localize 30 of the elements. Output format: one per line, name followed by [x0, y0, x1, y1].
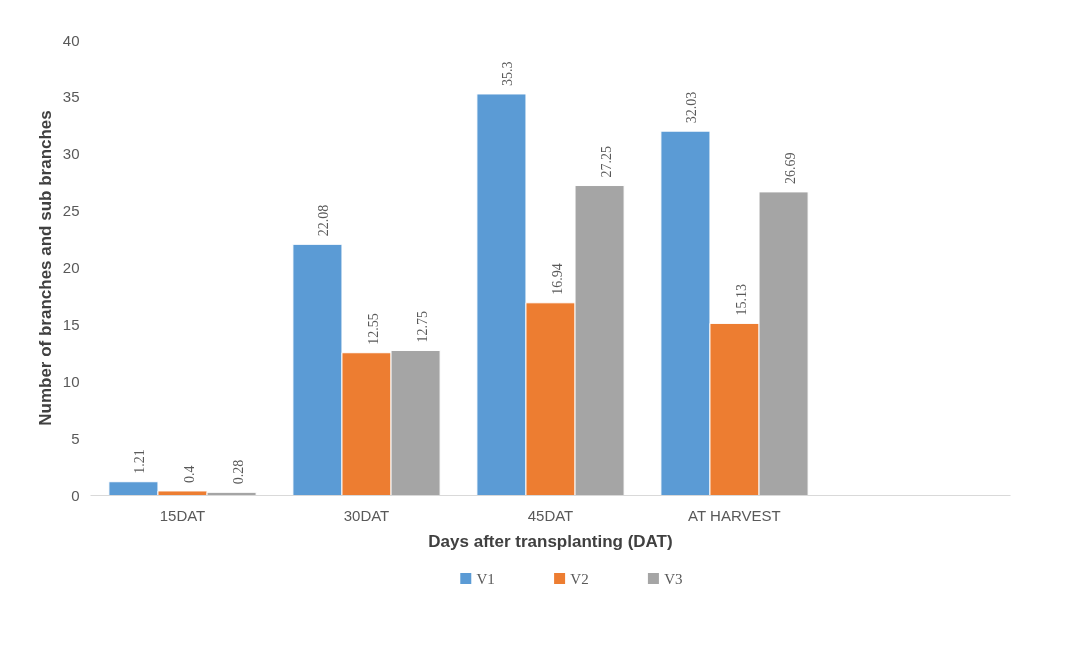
data-label: 1.21	[132, 449, 148, 474]
x-tick-label: 30DAT	[343, 506, 390, 524]
legend-label: V2	[570, 570, 589, 587]
y-tick-label: 35	[62, 88, 80, 106]
y-tick-label: 15	[62, 315, 80, 333]
y-tick-label: 5	[71, 429, 80, 447]
y-tick-label: 0	[71, 486, 80, 504]
data-label: 16.94	[549, 263, 565, 295]
data-label: 26.69	[782, 152, 798, 184]
y-tick-label: 10	[62, 372, 80, 390]
y-tick-label: 40	[62, 31, 80, 49]
x-tick-label: 45DAT	[527, 506, 574, 524]
data-label: 12.75	[414, 310, 430, 343]
data-label: 15.13	[733, 283, 749, 316]
data-label: 0.4	[181, 465, 197, 483]
legend-label: V1	[476, 570, 495, 587]
data-label: 22.08	[316, 204, 332, 237]
legend-label: V3	[664, 570, 683, 587]
data-label: 27.25	[598, 146, 614, 178]
y-tick-label: 30	[62, 145, 80, 163]
data-label: 12.55	[365, 313, 381, 345]
y-axis-title: Number of branches and sub branches	[35, 110, 55, 426]
data-label: 32.03	[684, 91, 700, 124]
x-tick-label: AT HARVEST	[688, 506, 781, 524]
data-label: 0.28	[230, 459, 246, 485]
y-tick-label: 20	[62, 259, 80, 276]
y-tick-label: 25	[62, 202, 80, 220]
data-label: 35.3	[500, 61, 516, 86]
x-axis-title: Days after transplanting (DAT)	[428, 531, 673, 551]
x-tick-label: 15DAT	[159, 506, 206, 524]
